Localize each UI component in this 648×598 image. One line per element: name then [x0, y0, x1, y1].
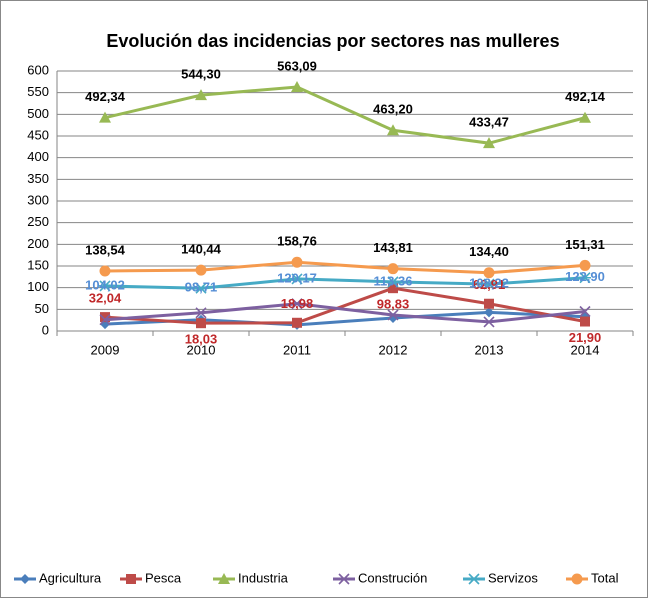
- legend-marker: [571, 573, 583, 585]
- data-label: 544,30: [181, 67, 221, 82]
- data-label: 120,17: [277, 270, 317, 285]
- legend-label: Agricultura: [39, 570, 102, 585]
- marker: [99, 265, 111, 277]
- marker: [483, 278, 495, 290]
- legend-marker: [218, 573, 230, 584]
- data-label: 492,14: [565, 89, 606, 104]
- data-label: 122,90: [565, 269, 605, 284]
- data-label: 433,47: [469, 115, 509, 130]
- y-tick-label: 450: [27, 127, 49, 142]
- marker: [291, 256, 303, 268]
- data-label: 108,22: [469, 276, 509, 291]
- data-label: 104,02: [85, 277, 125, 292]
- series-line: [104, 310, 586, 327]
- chart-title: Evolución das incidencias por sectores n…: [106, 31, 559, 51]
- y-tick-label: 500: [27, 106, 49, 121]
- marker: [483, 316, 495, 328]
- data-label: 138,54: [85, 242, 126, 257]
- data-label: 134,40: [469, 244, 509, 259]
- marker: [195, 89, 207, 101]
- marker: [195, 282, 207, 294]
- data-label: 98,83: [377, 297, 410, 312]
- y-tick-label: 600: [27, 62, 49, 77]
- marker: [483, 267, 495, 279]
- y-tick-label: 400: [27, 149, 49, 164]
- series-line: [104, 260, 586, 275]
- y-tick-label: 0: [42, 322, 49, 337]
- x-tick-label: 2012: [379, 342, 408, 357]
- y-tick-label: 250: [27, 214, 49, 229]
- series-line: [104, 85, 586, 145]
- y-tick-label: 350: [27, 171, 49, 186]
- data-label: 151,31: [565, 237, 605, 252]
- data-label: 98,71: [185, 280, 218, 295]
- data-label: 113,36: [373, 273, 412, 288]
- marker: [196, 318, 206, 329]
- y-tick-label: 200: [27, 236, 49, 251]
- x-tick-label: 2009: [91, 342, 120, 357]
- data-label: 563,09: [277, 58, 317, 73]
- series-line: [104, 276, 586, 290]
- data-label: 492,34: [85, 89, 126, 104]
- marker: [580, 316, 590, 327]
- marker: [387, 263, 399, 275]
- data-label: 62,91: [473, 277, 506, 292]
- legend-marker: [20, 574, 30, 584]
- legend-label: Industria: [238, 570, 289, 585]
- marker: [579, 111, 591, 123]
- marker: [99, 280, 111, 292]
- data-label: 32,04: [89, 291, 122, 306]
- marker: [99, 111, 111, 123]
- legend-marker: [126, 574, 136, 584]
- x-tick-label: 2013: [475, 342, 504, 357]
- legend-marker: [338, 573, 350, 585]
- marker: [100, 312, 110, 323]
- marker: [388, 283, 398, 294]
- marker: [291, 298, 303, 310]
- legend-label: Construción: [358, 570, 427, 585]
- marker: [195, 264, 207, 276]
- marker: [387, 124, 399, 136]
- marker: [484, 298, 494, 309]
- y-tick-label: 550: [27, 84, 49, 99]
- data-label: 158,76: [277, 234, 317, 249]
- marker: [292, 317, 302, 328]
- marker: [387, 309, 399, 321]
- y-tick-label: 50: [35, 301, 49, 316]
- x-tick-label: 2014: [571, 342, 600, 357]
- marker: [579, 272, 591, 284]
- marker: [484, 307, 494, 318]
- marker: [291, 80, 303, 92]
- data-label: 21,90: [569, 330, 602, 345]
- marker: [387, 276, 399, 288]
- marker: [291, 273, 303, 285]
- marker: [579, 259, 591, 271]
- legend-label: Servizos: [488, 570, 538, 585]
- x-tick-label: 2011: [283, 342, 311, 357]
- y-tick-label: 100: [27, 279, 49, 294]
- legend-label: Total: [591, 570, 619, 585]
- legend-marker: [468, 573, 480, 585]
- data-label: 18,98: [281, 296, 314, 311]
- marker: [483, 137, 495, 149]
- data-label: 463,20: [373, 102, 413, 117]
- y-tick-label: 150: [27, 257, 49, 272]
- legend-label: Pesca: [145, 570, 182, 585]
- y-tick-label: 300: [27, 192, 49, 207]
- data-label: 18,03: [185, 332, 218, 347]
- data-label: 143,81: [373, 240, 413, 255]
- data-label: 140,44: [181, 242, 222, 257]
- marker: [195, 307, 207, 319]
- marker: [579, 305, 591, 318]
- series-line: [104, 302, 586, 324]
- x-tick-label: 2010: [187, 342, 216, 357]
- marker: [99, 314, 111, 326]
- series-line: [104, 286, 586, 325]
